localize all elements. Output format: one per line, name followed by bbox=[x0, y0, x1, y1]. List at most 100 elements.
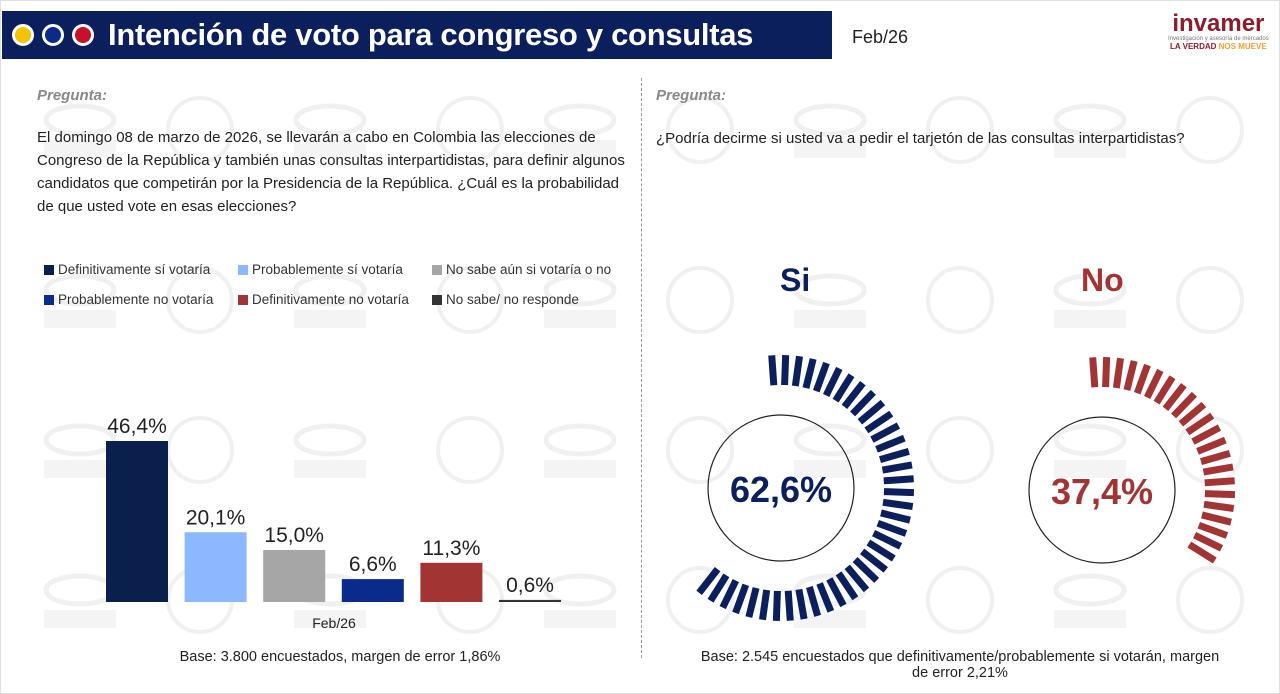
watermark-bar bbox=[294, 310, 366, 328]
watermark-bar bbox=[1054, 310, 1126, 328]
watermark-caracol-icon bbox=[293, 103, 367, 137]
bar bbox=[499, 599, 561, 602]
gauge-segment bbox=[719, 579, 739, 610]
bar-value-label: 20,1% bbox=[186, 506, 246, 529]
bar-value-label: 46,4% bbox=[107, 415, 167, 438]
gauge-segment bbox=[835, 571, 859, 601]
gauge-segment bbox=[1204, 490, 1236, 499]
bar bbox=[341, 579, 404, 602]
watermark-caracol-icon bbox=[793, 423, 867, 457]
gauge-segment bbox=[850, 389, 876, 417]
watermark-bar bbox=[44, 140, 116, 158]
gauge-segment bbox=[1203, 500, 1235, 512]
watermark-bar bbox=[44, 460, 116, 478]
gauge-segment bbox=[1196, 436, 1227, 455]
watermark-bar bbox=[294, 460, 366, 478]
legend-item: Probablemente sí votaría bbox=[238, 262, 403, 277]
watermark-blu-icon bbox=[166, 96, 234, 164]
legend-label: Definitivamente sí votaría bbox=[58, 262, 211, 277]
gauge-segment bbox=[1185, 412, 1215, 436]
invamer-logo: invamer Investigación y asesoría de merc… bbox=[1168, 10, 1269, 52]
bar bbox=[263, 549, 326, 602]
watermark-caracol-icon bbox=[543, 423, 617, 457]
gauge-segment bbox=[1133, 363, 1151, 395]
bar-value-label: 0,6% bbox=[506, 574, 554, 597]
gauge-segment bbox=[1200, 449, 1231, 465]
gauge-segment bbox=[745, 587, 760, 618]
bar bbox=[106, 441, 168, 602]
watermark-bar bbox=[44, 610, 116, 628]
gauge-segment bbox=[883, 475, 914, 485]
watermark-caracol-icon bbox=[1053, 273, 1127, 307]
gauge-no-label: No bbox=[1081, 262, 1124, 298]
right-question: ¿Podría decirme si usted va a pedir el t… bbox=[656, 130, 1185, 147]
watermark-bar bbox=[1054, 140, 1126, 158]
right-question-label: Pregunta: bbox=[656, 87, 727, 104]
watermark-bar bbox=[44, 310, 116, 328]
left-question: El domingo 08 de marzo de 2026, se lleva… bbox=[37, 129, 625, 215]
gauge-segment bbox=[880, 509, 911, 524]
gauge-segment bbox=[1153, 375, 1176, 405]
watermark-bar bbox=[294, 140, 366, 158]
page-title: Intención de voto para congreso y consul… bbox=[108, 17, 754, 52]
gauge-segment bbox=[1171, 391, 1197, 419]
watermark-blu-icon bbox=[666, 416, 734, 484]
bar-chart: 46,4% 20,1% 15,0% 6,6% 11,3% 0,6% Feb/26 bbox=[106, 415, 561, 631]
gauge-segment bbox=[1204, 477, 1235, 487]
watermark-blu-icon bbox=[436, 416, 504, 484]
gauge-segment bbox=[826, 577, 847, 608]
legend-swatch bbox=[432, 264, 442, 275]
watermark-caracol-icon bbox=[543, 103, 617, 137]
watermark-blu-icon bbox=[666, 266, 734, 334]
bar-value-label: 6,6% bbox=[349, 553, 397, 576]
gauge-segment bbox=[875, 434, 906, 453]
left-base-note: Base: 3.800 encuestados, margen de error… bbox=[179, 649, 501, 665]
legend-swatch bbox=[432, 294, 442, 305]
gauge-segment bbox=[1112, 357, 1124, 389]
watermark-bar bbox=[294, 610, 366, 628]
watermark-bar bbox=[544, 610, 616, 628]
watermark-blu-icon bbox=[166, 266, 234, 334]
watermark-bar bbox=[544, 460, 616, 478]
watermark-bar bbox=[794, 610, 866, 628]
legend-swatch bbox=[44, 294, 54, 305]
gauge-value: 62,6% bbox=[730, 469, 832, 510]
watermark-bar bbox=[794, 140, 866, 158]
watermark-caracol-icon bbox=[293, 273, 367, 307]
gauge-segment bbox=[759, 589, 771, 621]
yellow-dot-icon bbox=[12, 24, 34, 46]
legend-label: Definitivamente no votaría bbox=[252, 292, 409, 307]
legend-swatch bbox=[238, 264, 248, 275]
legend-label: No sabe aún si votaría o no bbox=[446, 262, 612, 277]
tagline-b: NOS MUEVE bbox=[1218, 42, 1267, 51]
gauge-segment bbox=[768, 355, 778, 386]
gauge-segment bbox=[864, 410, 894, 434]
gauge-segment bbox=[791, 355, 803, 387]
gauge-segment bbox=[881, 461, 913, 474]
gauge-segment bbox=[816, 582, 835, 613]
watermark-caracol-icon bbox=[543, 573, 617, 607]
watermark-bar bbox=[544, 140, 616, 158]
gauge-segment bbox=[806, 586, 822, 617]
gauge-segment bbox=[1144, 368, 1164, 399]
watermark-bar bbox=[794, 310, 866, 328]
logo-name: invamer bbox=[1172, 10, 1265, 37]
watermark-blu-icon bbox=[1176, 96, 1244, 164]
bar-value-label: 15,0% bbox=[264, 524, 324, 547]
gauge-segment bbox=[1191, 424, 1222, 445]
gauge-segment bbox=[870, 422, 901, 443]
title-bar: Intención de voto para congreso y consul… bbox=[2, 11, 832, 59]
watermark-caracol-icon bbox=[1053, 103, 1127, 137]
gauge-segment bbox=[823, 366, 843, 397]
watermark-caracol-icon bbox=[43, 273, 117, 307]
watermark-caracol-icon bbox=[1053, 573, 1127, 607]
gauge-segment bbox=[882, 498, 914, 510]
gauge-segment bbox=[866, 539, 896, 562]
watermark-caracol-icon bbox=[43, 423, 117, 457]
bar bbox=[184, 532, 247, 602]
gauge-segment bbox=[1123, 360, 1138, 391]
gauge-segment bbox=[1089, 357, 1099, 388]
watermark-caracol-icon bbox=[293, 423, 367, 457]
watermark-blu-icon bbox=[1176, 266, 1244, 334]
bar-value-label: 11,3% bbox=[422, 537, 480, 560]
